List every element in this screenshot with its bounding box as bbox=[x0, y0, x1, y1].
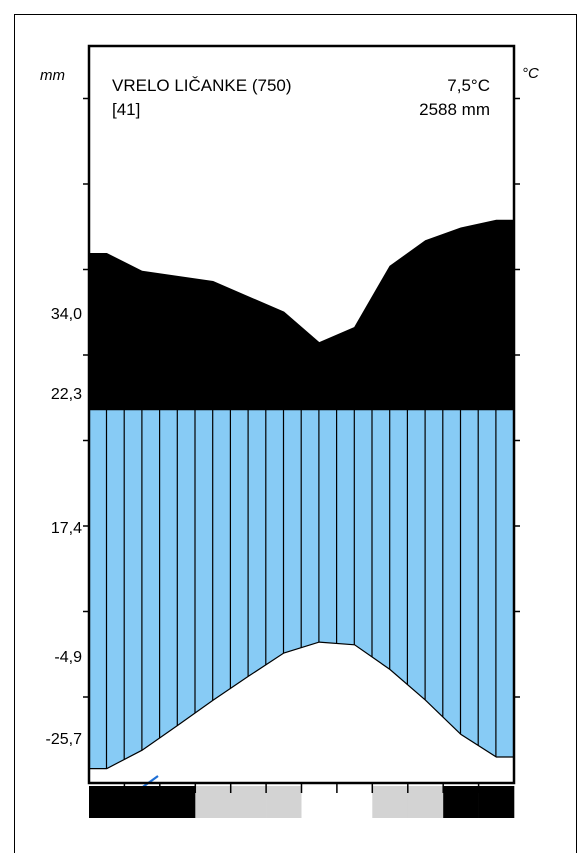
frost-bar-month bbox=[301, 786, 338, 818]
frost-bar-month bbox=[266, 786, 302, 818]
left-axis-label: 17,4 bbox=[51, 520, 82, 537]
left-axis-label: 34,0 bbox=[51, 306, 82, 323]
left-axis-unit: mm bbox=[40, 67, 65, 84]
left-axis-label: -4,9 bbox=[54, 649, 82, 666]
frost-bar-month bbox=[478, 786, 515, 818]
left-axis-label: -25,7 bbox=[46, 731, 83, 748]
chart-subtitle: [41] bbox=[112, 100, 140, 119]
mean-temperature: 7,5°C bbox=[447, 76, 490, 95]
chart-title: VRELO LIČANKE (750) bbox=[112, 76, 292, 95]
temperature-curve bbox=[89, 641, 514, 770]
frost-bar-month bbox=[443, 786, 479, 818]
frost-bar-month bbox=[195, 786, 231, 818]
left-axis-label: 22,3 bbox=[51, 386, 82, 403]
precipitation-curve bbox=[89, 219, 514, 344]
frost-bar-month bbox=[230, 786, 267, 818]
frost-bar-month bbox=[89, 786, 125, 818]
frost-bar-month bbox=[407, 786, 444, 818]
frost-bar-month bbox=[124, 786, 161, 818]
frost-bar-month bbox=[372, 786, 408, 818]
plot-border bbox=[87, 44, 516, 785]
perhumid-area bbox=[89, 220, 514, 410]
annual-precipitation: 2588 mm bbox=[419, 100, 490, 119]
chart-frame bbox=[14, 14, 577, 853]
frost-bar-month bbox=[336, 786, 373, 818]
frost-bar-month bbox=[159, 786, 196, 818]
right-axis-unit: °C bbox=[522, 65, 539, 82]
